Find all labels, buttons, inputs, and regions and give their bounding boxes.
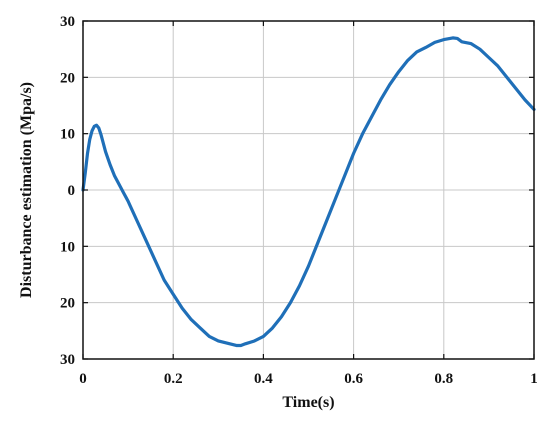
y-tick-labels: 30 20 10 0 10 20 30 (60, 14, 75, 368)
y-tick-label: 20 (60, 70, 75, 86)
x-tick-label: 1 (530, 371, 538, 387)
y-tick-label: 30 (60, 14, 75, 30)
series-line (81, 36, 536, 348)
x-tick-labels: 0 0.2 0.4 0.6 0.8 1 (79, 371, 538, 387)
series-layer (81, 36, 536, 348)
y-tick-label: 20 (60, 296, 75, 312)
x-tick-label: 0 (79, 371, 87, 387)
tick-marks (82, 20, 535, 360)
y-tick-label: 0 (68, 183, 76, 199)
x-tick-label: 0.6 (344, 371, 363, 387)
x-tick-label: 0.8 (434, 371, 453, 387)
y-tick-label: 30 (60, 352, 75, 368)
x-tick-label: 0.4 (254, 371, 273, 387)
x-axis-label: Time(s) (282, 394, 334, 411)
y-tick-label: 10 (60, 239, 75, 255)
x-tick-label: 0.2 (164, 371, 183, 387)
grid-lines (83, 21, 534, 359)
y-tick-label: 10 (60, 127, 75, 143)
y-axis-label: Disturbance estimation (Mpa/s) (18, 82, 35, 298)
